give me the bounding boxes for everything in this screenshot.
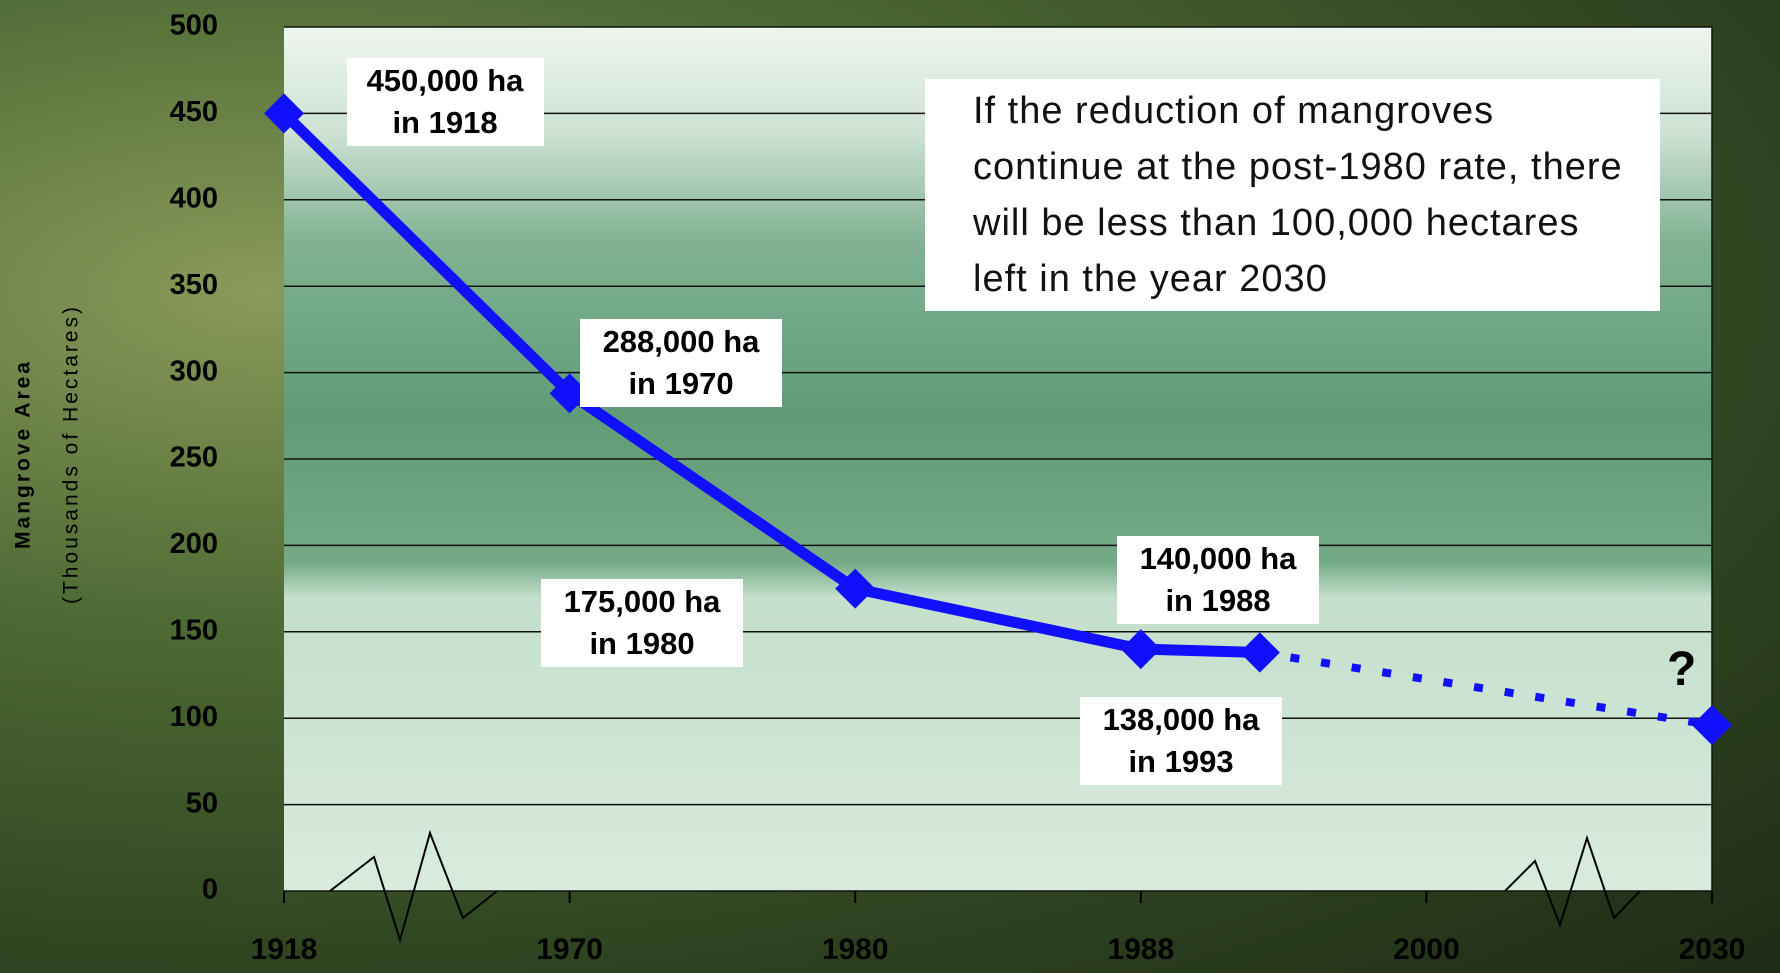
annotation: If the reduction of mangroves continue a… [925,79,1660,311]
y-axis-title: Mangrove Area [12,359,35,549]
data-label: 288,000 ha in 1970 [580,319,782,407]
data-label: 140,000 ha in 1988 [1117,536,1319,624]
x-tick-label: 1980 [822,933,889,966]
x-tick-label: 2000 [1393,933,1460,966]
chart-page: Mangrove Area (Thousands of Hectares) 0 5… [0,0,1780,973]
data-label: 450,000 ha in 1918 [347,58,544,146]
x-tick-label: 1970 [536,933,603,966]
y-tick-label: 250 [170,442,218,474]
y-tick-label: 350 [170,269,218,301]
x-tick-label: 1918 [251,933,318,966]
y-tick-label: 150 [170,614,218,646]
y-tick-label: 450 [170,96,218,128]
y-tick-label: 0 [202,874,218,906]
y-tick-label: 50 [186,787,218,819]
annotation: ? [1667,642,1696,697]
x-tick-label: 2030 [1679,933,1746,966]
y-axis-subtitle: (Thousands of Hectares) [60,304,83,604]
y-tick-label: 200 [170,528,218,560]
y-tick-label: 100 [170,701,218,733]
data-label: 138,000 ha in 1993 [1080,697,1282,785]
x-tick-label: 1988 [1107,933,1174,966]
y-tick-label: 400 [170,182,218,214]
y-tick-label: 500 [170,10,218,42]
y-tick-label: 300 [170,355,218,387]
data-label: 175,000 ha in 1980 [541,579,743,667]
